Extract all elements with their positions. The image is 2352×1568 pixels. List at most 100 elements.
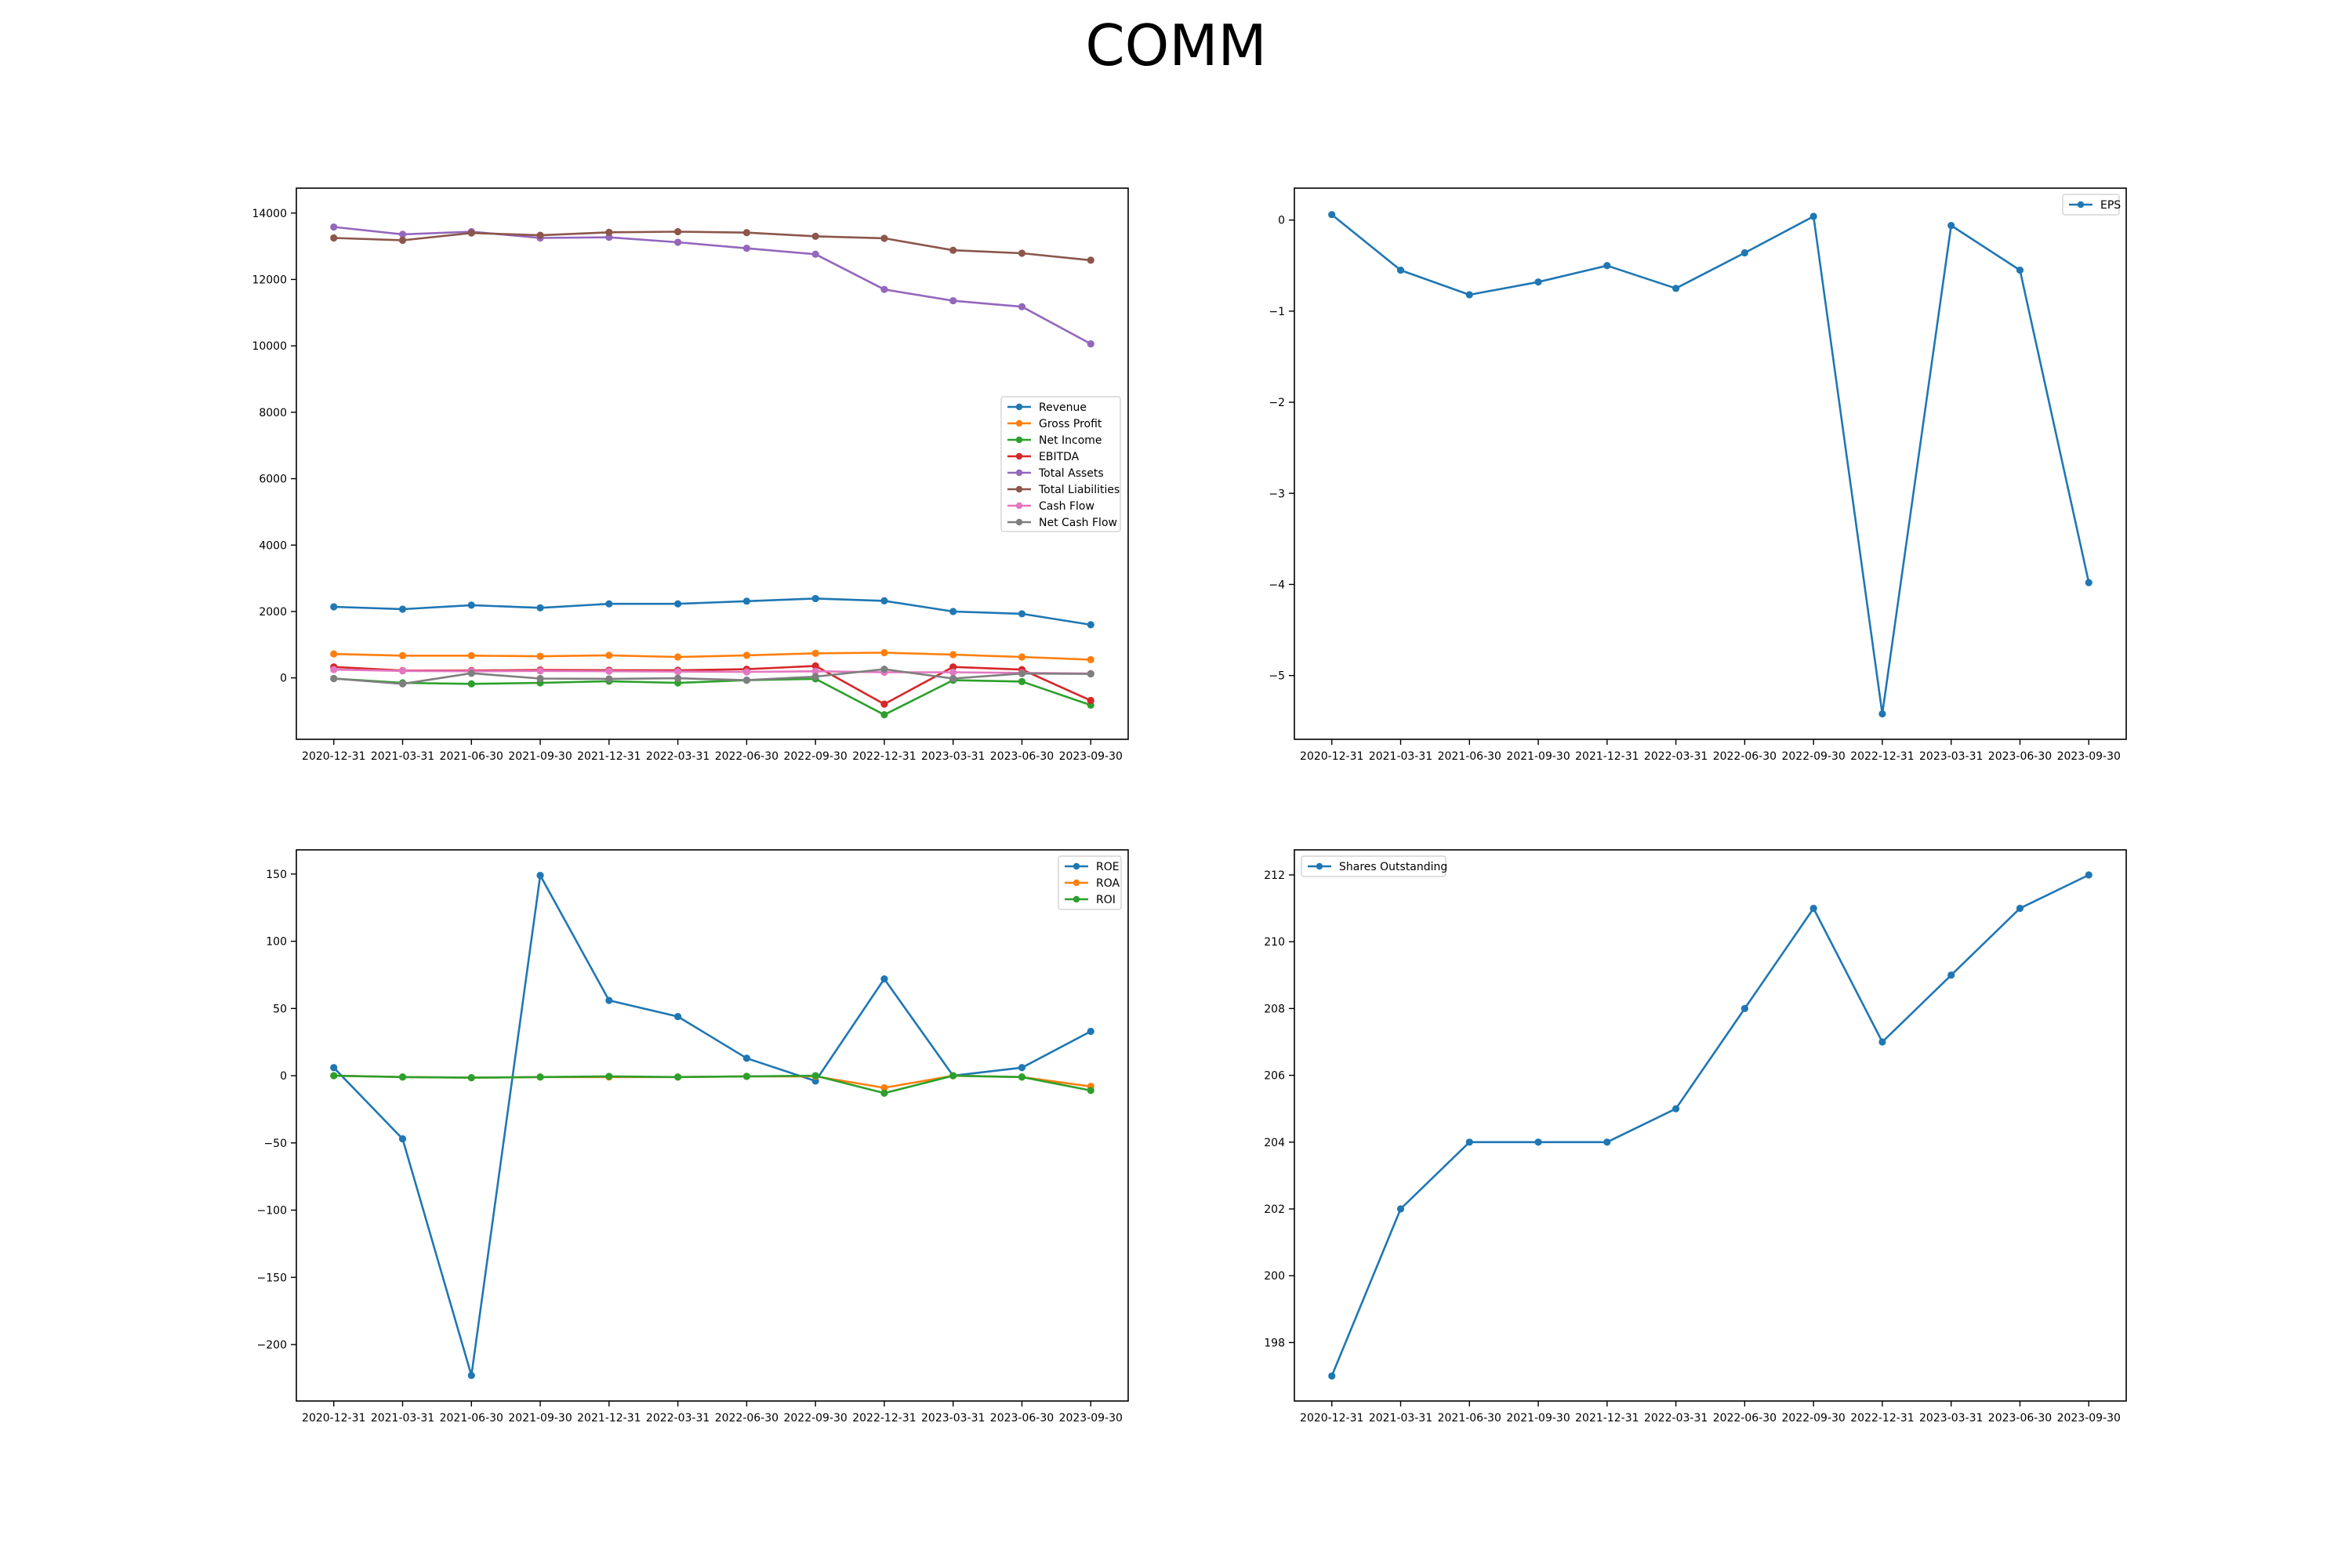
y-tick-label: −150	[257, 1272, 287, 1284]
data-point	[949, 608, 957, 615]
data-point	[1018, 610, 1026, 618]
data-point	[330, 603, 338, 611]
data-point	[811, 1072, 819, 1080]
x-tick-label: 2022-09-30	[783, 1412, 847, 1425]
data-point	[811, 250, 819, 258]
data-point	[742, 245, 750, 252]
data-point	[467, 229, 475, 237]
y-tick-label: −200	[257, 1339, 287, 1352]
x-tick-label: 2021-12-31	[577, 750, 641, 763]
data-point	[398, 1073, 407, 1081]
data-point	[949, 296, 957, 305]
data-point	[398, 1135, 407, 1143]
data-point	[811, 673, 819, 681]
x-tick-label: 2021-06-30	[440, 1412, 503, 1425]
y-tick-label: 6000	[259, 474, 287, 486]
data-point	[811, 594, 819, 603]
data-point	[605, 675, 613, 683]
y-tick-label: 2000	[259, 606, 287, 619]
x-tick-label: 2022-12-31	[1850, 1412, 1914, 1425]
x-tick-label: 2021-06-30	[1438, 1412, 1501, 1425]
data-point	[1878, 710, 1886, 718]
x-tick-label: 2020-12-31	[302, 1412, 365, 1425]
data-point	[880, 666, 888, 673]
data-point	[330, 666, 338, 673]
x-tick-label: 2022-09-30	[783, 750, 847, 763]
data-point	[811, 232, 819, 241]
legend-frame	[1000, 396, 1121, 532]
data-point	[467, 680, 475, 688]
data-point	[1018, 677, 1026, 685]
y-tick-label: −2	[1269, 397, 1285, 409]
x-tick-label: 2020-12-31	[1300, 750, 1363, 763]
data-point	[811, 662, 819, 670]
y-tick-label: 150	[266, 869, 287, 881]
data-point	[2016, 266, 2024, 274]
data-point	[949, 674, 957, 683]
x-tick-label: 2022-06-30	[1713, 1412, 1777, 1425]
data-point	[398, 680, 407, 688]
data-point	[880, 700, 888, 708]
data-point	[467, 1074, 475, 1082]
data-point	[1534, 1138, 1542, 1146]
data-point	[880, 285, 888, 293]
series-line	[1330, 213, 2090, 715]
legend-label: EBITDA	[1039, 451, 1080, 463]
data-point	[1603, 262, 1611, 270]
data-point	[811, 649, 819, 657]
legend-marker	[1015, 419, 1023, 427]
data-point	[880, 975, 888, 983]
y-tick-label: 202	[1264, 1203, 1285, 1216]
data-point	[398, 667, 407, 675]
data-point	[1087, 696, 1094, 705]
legend-marker	[1073, 879, 1080, 887]
series-line	[333, 230, 1091, 262]
x-tick-label: 2021-06-30	[440, 750, 503, 763]
y-tick-label: 200	[1264, 1270, 1285, 1283]
data-point	[742, 677, 750, 684]
y-tick-label: 4000	[259, 539, 287, 552]
data-point	[949, 1072, 957, 1080]
y-tick-label: 204	[1264, 1137, 1285, 1149]
data-point	[1087, 670, 1094, 678]
legend-marker	[1015, 469, 1023, 477]
y-tick-label: 0	[1278, 215, 1285, 227]
x-tick-label: 2022-03-31	[1644, 750, 1708, 763]
data-point	[880, 1083, 888, 1092]
y-tick-label: 212	[1264, 869, 1285, 882]
y-tick-label: −100	[257, 1205, 287, 1218]
y-tick-label: 206	[1264, 1070, 1285, 1083]
x-tick-label: 2023-03-31	[921, 1412, 985, 1425]
data-point	[536, 652, 544, 660]
legend: Shares Outstanding	[1301, 855, 1447, 877]
data-point	[2085, 579, 2092, 586]
x-tick-label: 2023-09-30	[2057, 1412, 2121, 1425]
data-point	[467, 652, 475, 659]
x-tick-label: 2021-03-31	[371, 1412, 434, 1425]
x-tick-label: 2022-03-31	[1644, 1412, 1708, 1425]
series-shares-outstanding	[1328, 871, 2092, 1380]
data-point	[880, 648, 888, 657]
data-point	[536, 231, 544, 239]
x-tick-label: 2022-12-31	[852, 1412, 916, 1425]
data-point	[1603, 1138, 1611, 1146]
data-point	[880, 1089, 888, 1097]
data-point	[1018, 1064, 1026, 1072]
data-point	[949, 663, 957, 671]
data-point	[742, 652, 750, 659]
data-point	[605, 1073, 613, 1080]
x-tick-label: 2020-12-31	[1300, 1412, 1363, 1425]
data-point	[1328, 211, 1336, 219]
data-point	[1087, 621, 1094, 629]
x-tick-label: 2021-12-31	[1575, 1412, 1639, 1425]
legend-marker	[1073, 862, 1080, 870]
series-ebitda	[330, 662, 1094, 708]
series-line	[333, 597, 1091, 626]
data-point	[742, 1054, 750, 1062]
data-point	[674, 668, 682, 676]
data-point	[398, 652, 407, 659]
x-tick-label: 2020-12-31	[302, 750, 365, 763]
data-point	[1809, 212, 1817, 220]
data-point	[674, 674, 682, 682]
data-point	[1018, 1073, 1026, 1081]
